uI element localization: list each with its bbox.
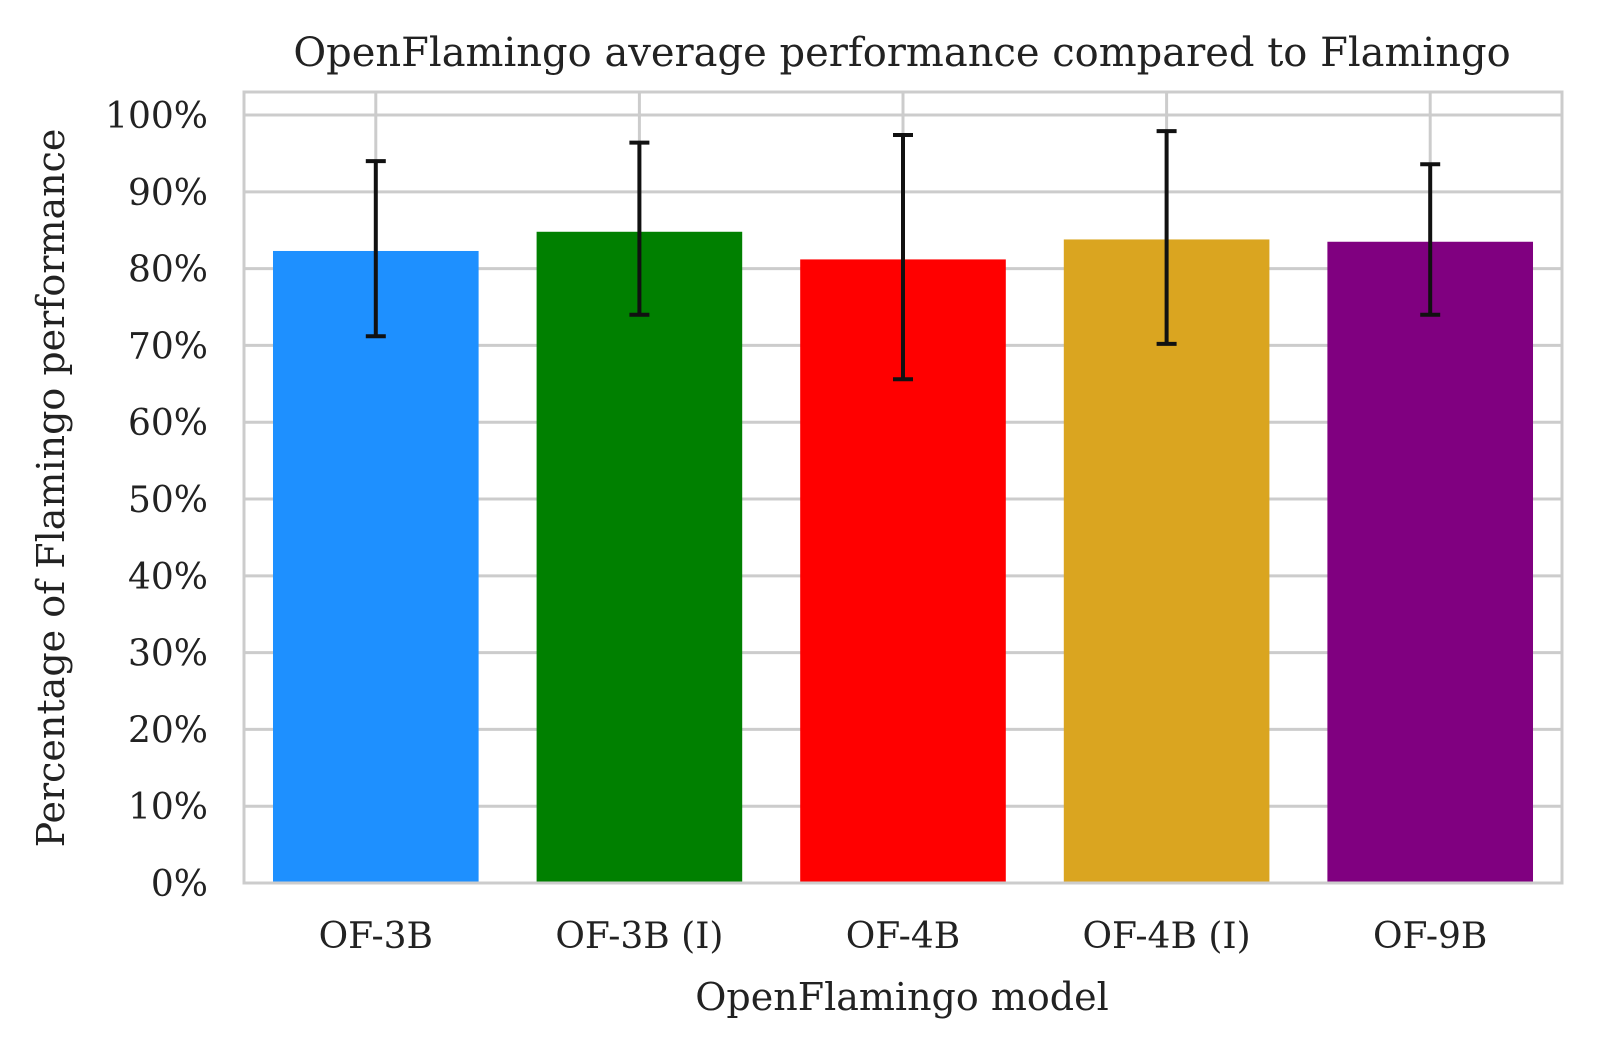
x-axis-label: OpenFlamingo model [695, 975, 1108, 1019]
x-tick-labels: OF-3B OF-3B (I) OF-4B OF-4B (I) OF-9B [319, 916, 1488, 957]
y-tick-label: 20% [128, 710, 208, 751]
bars-layer [272, 231, 1534, 884]
chart-title: OpenFlamingo average performance compare… [293, 30, 1510, 76]
y-tick-label: 40% [128, 557, 208, 598]
x-tick-label: OF-3B [319, 916, 433, 957]
x-tick-label: OF-4B [846, 916, 960, 957]
x-tick-label: OF-9B [1373, 916, 1487, 957]
y-tick-label: 30% [128, 634, 208, 675]
y-tick-label: 0% [151, 864, 208, 905]
plot-frame [242, 90, 1564, 885]
y-tick-label: 70% [128, 326, 208, 367]
y-tick-label: 80% [128, 250, 208, 291]
x-tick-label: OF-3B (I) [555, 916, 723, 957]
bar-of-4b-i [1063, 239, 1270, 883]
y-tick-label: 10% [128, 787, 208, 828]
y-tick-label: 90% [128, 173, 208, 214]
y-axis-label: Percentage of Flamingo performance [29, 129, 73, 848]
error-bars-layer [365, 129, 1441, 382]
y-tick-label: 100% [105, 96, 208, 137]
bar-of-3b [272, 250, 479, 883]
bar-of-9b [1327, 241, 1534, 883]
x-tick-label: OF-4B (I) [1083, 916, 1251, 957]
y-tick-labels: 0% 10% 20% 30% 40% 50% 60% 70% 80% 90% 100% [105, 96, 208, 905]
y-tick-label: 50% [128, 480, 208, 521]
y-tick-label: 60% [128, 403, 208, 444]
bar-of-3b-i [536, 231, 743, 884]
